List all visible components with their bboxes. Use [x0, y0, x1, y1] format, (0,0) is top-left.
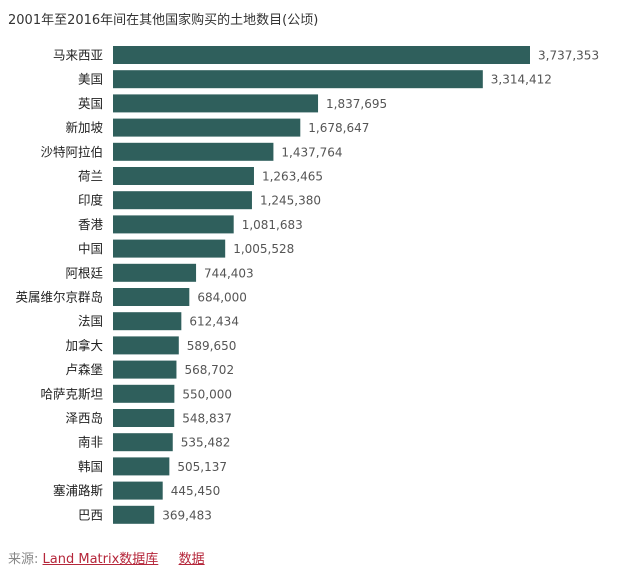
value-label: 612,434: [189, 315, 239, 329]
category-label: 新加坡: [65, 120, 103, 135]
value-label: 1,263,465: [262, 170, 323, 184]
category-label: 塞浦路斯: [53, 483, 103, 498]
category-label: 泽西岛: [65, 411, 103, 426]
source-link[interactable]: Land Matrix数据库: [42, 552, 159, 567]
bar: [113, 167, 254, 185]
value-label: 1,678,647: [308, 121, 369, 135]
category-label: 哈萨克斯坦: [40, 386, 103, 401]
bar: [113, 215, 234, 234]
category-label: 阿根廷: [65, 265, 103, 280]
value-label: 1,837,695: [326, 97, 387, 111]
category-label: 南非: [78, 435, 103, 450]
bar: [113, 94, 319, 113]
value-label: 3,737,353: [538, 49, 599, 63]
value-label: 684,000: [197, 291, 247, 305]
value-label: 1,437,764: [281, 145, 342, 159]
bar-chart: 马来西亚 3,737,353 美国 3,314,412 英国 1,837,695 新加坡 1,…: [15, 46, 599, 524]
bar: [113, 384, 175, 403]
bar: [113, 457, 170, 476]
value-label: 369,483: [162, 508, 212, 522]
bar: [113, 239, 226, 258]
category-label: 马来西亚: [53, 48, 103, 63]
category-label: 沙特阿拉伯: [40, 144, 103, 159]
footer: 来源: Land Matrix数据库 数据: [8, 548, 205, 567]
value-label: 1,081,683: [242, 218, 303, 232]
bar: [113, 360, 177, 379]
value-label: 568,702: [184, 363, 234, 377]
bar: [113, 191, 252, 210]
bar: [113, 409, 175, 427]
value-label: 445,450: [171, 484, 221, 498]
category-label: 英属维尔京群岛: [15, 290, 103, 305]
bar: [113, 263, 197, 282]
category-label: 印度: [78, 193, 104, 208]
bar: [113, 505, 155, 524]
bar: [113, 118, 301, 137]
source-label: 来源:: [8, 552, 39, 567]
bar: [113, 336, 179, 355]
category-label: 英国: [78, 96, 103, 111]
category-label: 荷兰: [78, 169, 103, 184]
category-label: 香港: [78, 217, 104, 232]
category-label: 卢森堡: [65, 362, 103, 377]
bar: [113, 312, 182, 331]
value-label: 550,000: [182, 387, 232, 401]
category-label: 美国: [78, 72, 103, 87]
category-label: 加拿大: [65, 338, 103, 353]
value-label: 505,137: [177, 460, 227, 474]
category-label: 法国: [78, 314, 103, 329]
value-label: 548,837: [182, 412, 232, 426]
value-label: 589,650: [187, 339, 237, 353]
category-label: 中国: [78, 241, 103, 256]
value-label: 1,005,528: [233, 242, 294, 256]
category-label: 韩国: [78, 459, 103, 474]
chart-title: 2001年至2016年间在其他国家购买的土地数目(公顷): [8, 13, 319, 28]
bar: [113, 288, 190, 306]
value-label: 1,245,380: [260, 194, 321, 208]
value-label: 535,482: [181, 436, 231, 450]
category-label: 巴西: [78, 507, 103, 522]
value-label: 744,403: [204, 266, 254, 280]
data-link[interactable]: 数据: [178, 552, 205, 567]
bar: [113, 70, 483, 89]
bar: [113, 433, 173, 452]
bar: [113, 481, 163, 500]
bar: [113, 46, 530, 64]
bar: [113, 142, 274, 161]
value-label: 3,314,412: [491, 73, 552, 87]
